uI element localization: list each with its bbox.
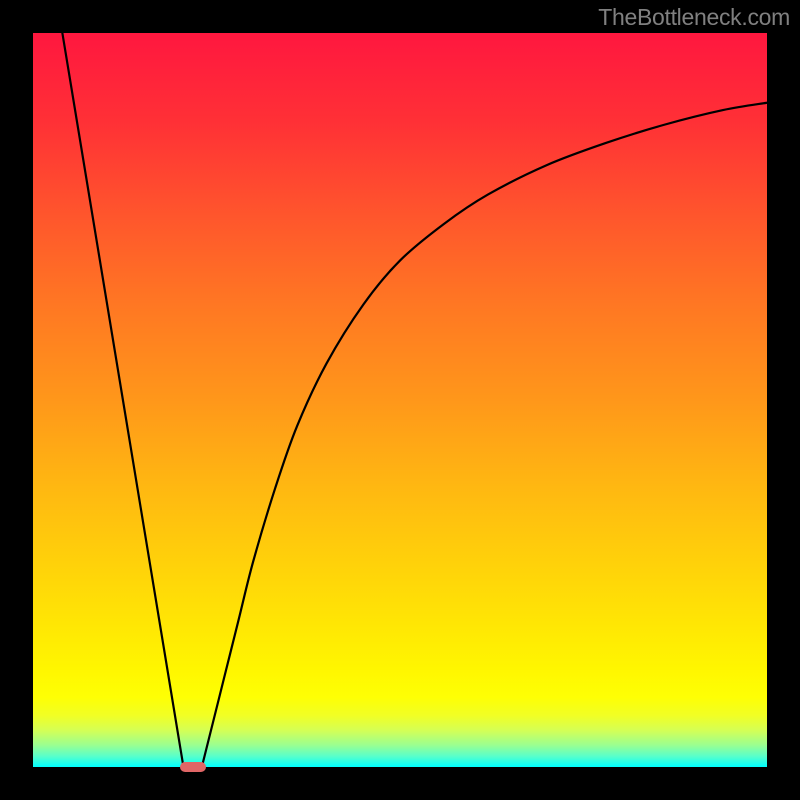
curve-right-segment	[202, 103, 767, 767]
watermark-text: TheBottleneck.com	[598, 4, 790, 31]
chart-container: TheBottleneck.com	[0, 0, 800, 800]
minimum-marker	[180, 762, 206, 772]
curve-left-segment	[62, 33, 183, 767]
curve-layer	[33, 33, 767, 767]
